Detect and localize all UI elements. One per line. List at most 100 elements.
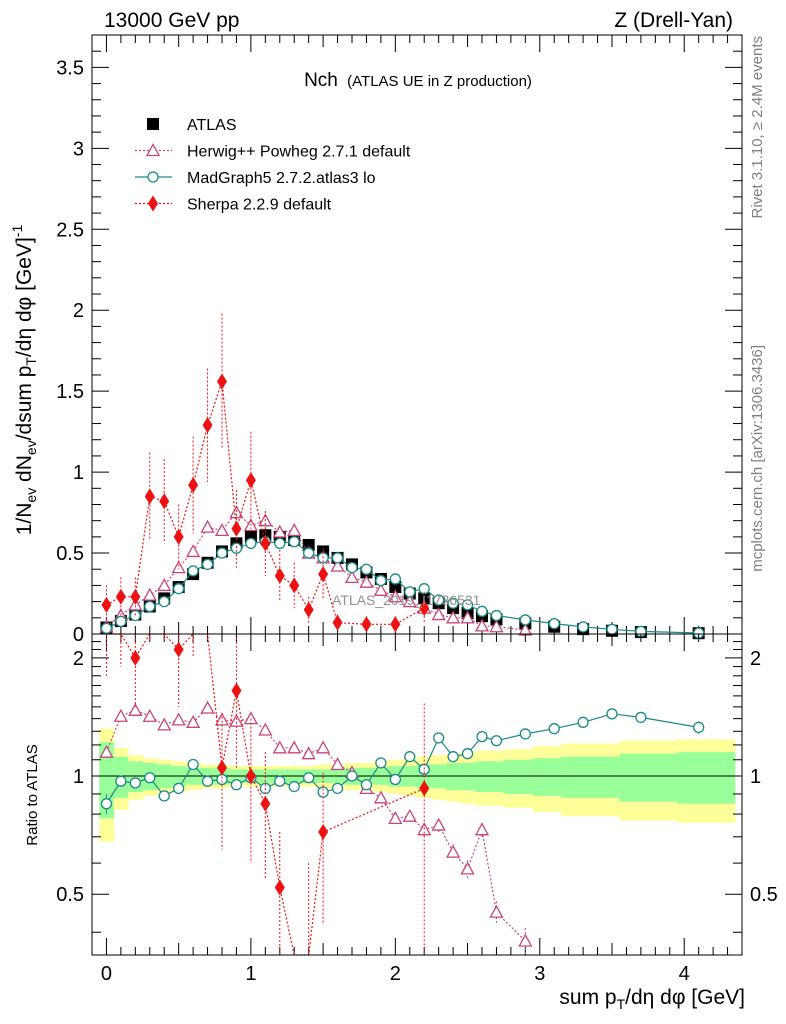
madgraph-point xyxy=(606,623,618,635)
legend-marker-herwig xyxy=(145,143,161,157)
y-tick-label: 2 xyxy=(73,648,84,670)
madgraph-point xyxy=(519,614,531,626)
madgraph-point xyxy=(375,757,387,769)
sherpa-point xyxy=(101,596,112,613)
band-inner xyxy=(561,756,620,798)
y-tick-label: 3.5 xyxy=(56,57,84,79)
herwig-point xyxy=(460,610,475,624)
herwig-point xyxy=(171,712,186,726)
herwig-point xyxy=(446,844,461,858)
herwig-point xyxy=(171,560,186,574)
plot-title-nch: Nch xyxy=(304,70,338,91)
legend-label-madgraph: MadGraph5 2.7.2.atlas3 lo xyxy=(187,170,376,187)
band-inner xyxy=(460,762,476,791)
herwig-point xyxy=(373,790,388,804)
band-inner xyxy=(503,759,534,794)
herwig-point xyxy=(142,708,157,722)
herwig-point xyxy=(402,808,417,822)
madgraph-point xyxy=(490,609,503,622)
y-tick-label: 3 xyxy=(73,138,84,160)
x-tick-labels: 0 1 2 3 4 xyxy=(101,963,690,985)
madgraph-point xyxy=(346,770,358,782)
herwig-point xyxy=(99,744,114,758)
madgraph-point xyxy=(201,558,214,571)
herwig-point xyxy=(287,523,302,537)
ratio-uncertainty-bands xyxy=(99,728,736,842)
sherpa-point xyxy=(144,488,155,505)
herwig-point xyxy=(301,746,316,760)
sherpa-point xyxy=(318,566,329,583)
madgraph-point xyxy=(375,574,387,587)
herwig-point xyxy=(186,544,201,558)
herwig-point xyxy=(128,702,143,716)
herwig-point xyxy=(157,717,172,731)
y-tick-label: 1 xyxy=(73,766,84,788)
madgraph-point xyxy=(519,728,531,740)
madgraph-point xyxy=(317,786,329,798)
madgraph-point xyxy=(606,708,618,720)
main-panel: 0 0.5 1 1.5 2 2.5 3 3.5 Nch (ATLAS UE in Z prod… xyxy=(9,34,743,646)
herwig-point xyxy=(316,740,331,754)
madgraph-point xyxy=(144,600,156,613)
main-y-tick-labels: 0 0.5 1 1.5 2 2.5 3 3.5 xyxy=(56,57,84,646)
herwig-point xyxy=(388,811,403,825)
ratio-y-tick-labels: 0.5 0.5 1 1 2 2 xyxy=(56,648,778,906)
y-axis-label-main: 1/Nev dNev/dsum pT/dη dφ [GeV]-1 xyxy=(9,225,39,536)
madgraph-line xyxy=(105,713,699,805)
x-tick-label: 3 xyxy=(534,963,545,985)
herwig-point xyxy=(489,619,504,633)
herwig-point xyxy=(272,524,287,538)
x-tick-label: 4 xyxy=(679,963,690,985)
madgraph-point xyxy=(173,583,185,595)
y-tick-label: 2.5 xyxy=(56,219,84,241)
sherpa-point xyxy=(231,520,242,537)
sherpa-line xyxy=(106,633,425,956)
madgraph-point xyxy=(577,716,589,728)
madgraph-point xyxy=(173,782,185,795)
madgraph-point xyxy=(404,586,416,598)
herwig-point xyxy=(518,933,533,947)
madgraph-point xyxy=(360,563,373,575)
herwig-point xyxy=(200,519,215,533)
madgraph-point xyxy=(115,615,127,628)
legend: ATLAS Herwig++ Powheg 2.7.1 default MadGra… xyxy=(135,117,411,214)
sherpa-point xyxy=(159,493,170,510)
madgraph-point xyxy=(346,561,358,574)
legend-label-sherpa: Sherpa 2.2.9 default xyxy=(187,197,332,214)
y-axis-label-ratio: Ratio to ATLAS xyxy=(24,744,41,845)
sherpa-point xyxy=(173,641,184,658)
sherpa-point xyxy=(217,759,227,776)
madgraph-point xyxy=(389,573,401,585)
sherpa-point xyxy=(289,577,300,594)
sherpa-point xyxy=(390,616,401,633)
sherpa-point xyxy=(419,780,430,797)
herwig-point xyxy=(272,740,287,754)
madgraph-point xyxy=(389,773,401,786)
plot-title-main: Nch (ATLAS UE in Z production) xyxy=(304,70,532,91)
madgraph-point xyxy=(360,779,373,791)
madgraph-point xyxy=(274,775,286,787)
sherpa-point xyxy=(202,417,213,434)
herwig-point xyxy=(229,505,244,519)
madgraph-point xyxy=(129,609,141,622)
madgraph-point xyxy=(433,594,445,606)
y-tick-label-right: 2 xyxy=(750,648,761,670)
y-tick-label-right: 1 xyxy=(750,766,761,788)
sherpa-point xyxy=(173,528,184,545)
header-left-label: 13000 GeV pp xyxy=(104,9,239,32)
madgraph-point xyxy=(490,735,503,747)
herwig-point xyxy=(460,861,475,875)
herwig-point xyxy=(431,817,446,831)
header-right-label: Z (Drell-Yan) xyxy=(614,9,733,32)
madgraph-point xyxy=(476,730,488,743)
madgraph-point xyxy=(548,617,560,630)
madgraph-point xyxy=(303,547,315,559)
madgraph-point xyxy=(433,732,445,744)
sherpa-point xyxy=(303,601,314,618)
herwig-point xyxy=(214,523,230,537)
rivet-version-label: Rivet 3.1.10, ≥ 2.4M events xyxy=(749,36,766,219)
madgraph-point xyxy=(331,552,344,564)
madgraph-point xyxy=(201,775,214,787)
madgraph-point xyxy=(230,779,243,791)
